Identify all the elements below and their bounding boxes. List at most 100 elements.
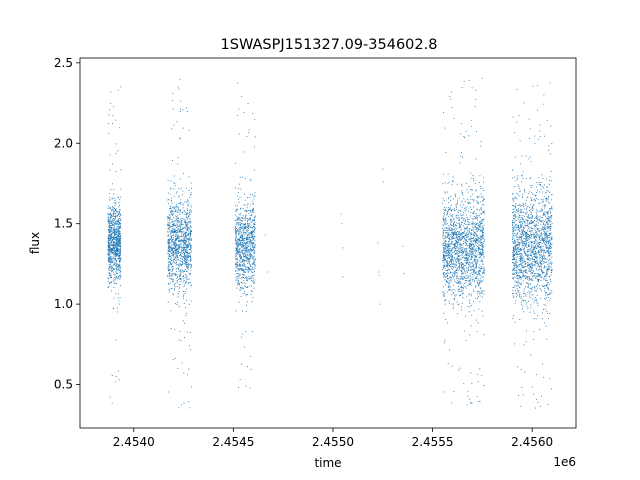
data-point [472,269,474,271]
data-point [513,200,514,202]
data-point [186,229,188,231]
data-point [451,210,452,212]
data-point [117,231,119,233]
data-point [444,277,446,279]
data-point [469,306,471,308]
data-point [249,269,251,271]
data-point [473,310,475,312]
data-point [460,244,462,245]
data-point [446,230,448,232]
data-point [476,219,478,221]
data-point [108,257,110,259]
data-point [254,265,256,267]
data-point [113,232,115,234]
data-point [237,230,239,232]
data-point [467,261,468,263]
data-point [527,286,528,288]
data-point [186,222,188,224]
data-point [242,238,244,240]
data-point [247,220,249,221]
data-point [184,233,186,235]
data-point [116,211,118,213]
data-point [235,267,237,269]
data-point [240,257,242,258]
data-point [448,264,450,266]
data-point [177,226,179,228]
data-point [107,241,109,243]
data-point [249,217,251,219]
data-point [182,212,183,213]
data-point [168,253,170,255]
data-point [442,225,444,227]
data-point [243,265,245,266]
data-point [480,193,482,195]
data-point [179,231,181,232]
data-point [185,187,187,189]
data-point [182,250,184,252]
data-point [479,253,481,254]
data-point [179,225,181,227]
data-point [110,274,112,276]
data-point [483,235,485,237]
data-point [444,292,446,294]
data-point [189,255,191,256]
data-point [167,251,169,253]
data-point [454,193,456,195]
data-point [474,232,476,233]
data-point [530,242,532,244]
data-point [454,221,456,223]
data-point [248,240,250,242]
data-point [537,234,539,236]
data-point [186,266,188,268]
data-point [187,266,188,268]
data-point [516,198,518,200]
data-point [458,233,460,235]
data-point [471,87,473,89]
data-point [517,210,519,212]
data-point [477,238,479,240]
data-point [454,244,456,246]
data-point [180,260,182,262]
data-point [446,255,448,257]
data-point [181,212,183,214]
data-point [250,276,252,278]
data-point [238,218,240,220]
data-point [175,257,177,259]
data-point [187,246,189,248]
data-point [472,238,474,240]
data-point [477,297,478,299]
data-point [473,228,475,230]
data-point [446,275,447,277]
data-point [251,271,253,273]
data-point [463,250,465,252]
data-point [240,247,242,249]
data-point [189,233,191,235]
data-point [186,213,188,215]
data-point [453,284,454,286]
data-point [447,275,449,277]
data-point [458,219,460,221]
data-point [482,263,483,265]
data-point [116,268,117,270]
data-point [455,225,457,227]
data-point [478,282,480,284]
data-point [173,182,175,184]
data-point [453,232,455,234]
data-point [237,198,239,200]
data-point [479,230,481,232]
data-point [174,257,176,258]
data-point [235,249,237,251]
data-point [176,277,178,279]
data-point [452,258,454,260]
data-point [167,221,169,223]
data-point [449,258,451,260]
data-point [175,224,177,226]
data-point [244,266,246,267]
data-point [242,225,244,227]
data-point [120,188,122,190]
data-point [543,229,545,231]
data-point [169,233,171,235]
data-point [172,230,174,232]
data-point [247,257,249,259]
data-point [113,276,115,278]
